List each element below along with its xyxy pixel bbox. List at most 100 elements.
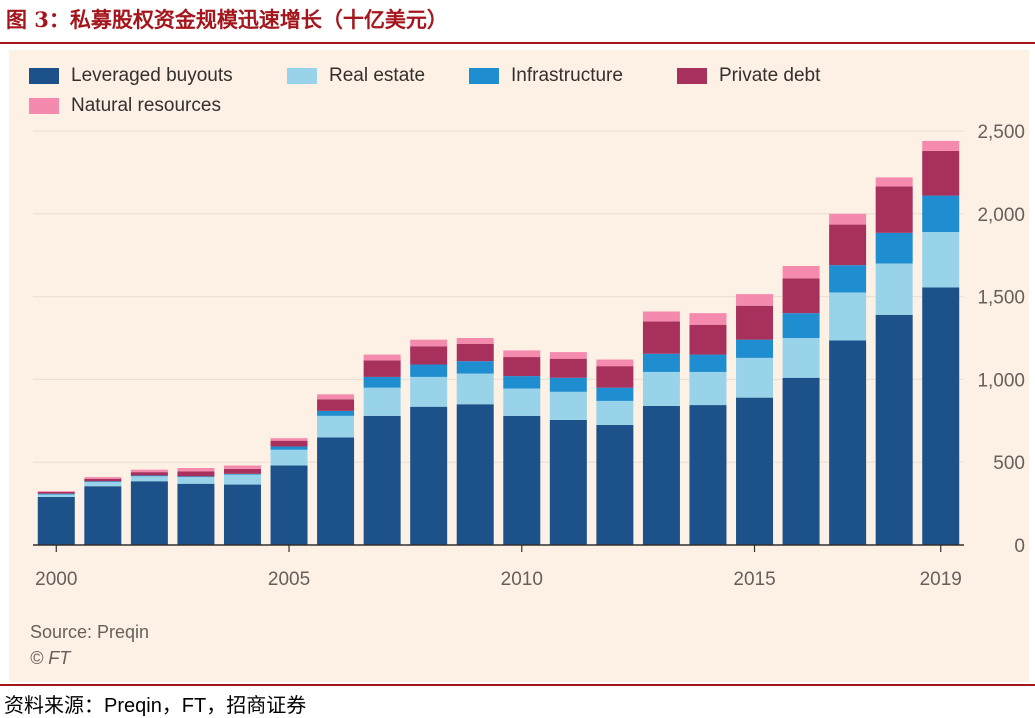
source-note: Source: Preqin (30, 622, 150, 642)
bar-segment (363, 376, 401, 388)
bar-segment (223, 473, 261, 475)
bar-segment (84, 478, 122, 482)
bar-segment (596, 424, 634, 545)
bar-segment (270, 438, 308, 441)
bar-segment (549, 352, 587, 359)
bar-segment (875, 314, 913, 545)
bar-segment (84, 482, 122, 487)
legend-label: Natural resources (71, 95, 221, 116)
bar-segment (177, 476, 215, 478)
bar-segment (37, 493, 75, 495)
x-tick-label: 2000 (35, 569, 77, 590)
bar-segment (84, 486, 122, 545)
legend-swatch (29, 98, 59, 114)
bar-segment (642, 371, 680, 406)
bar-segment (223, 484, 261, 545)
bar-segment (130, 476, 168, 482)
bar-segment (829, 292, 867, 341)
footer-latin: Preqin，FT， (104, 695, 227, 717)
bar-segment (130, 475, 168, 477)
bar-segment (410, 376, 448, 407)
bar-segment (37, 492, 75, 494)
bar-segment (84, 477, 122, 479)
legend-label: Leveraged buyouts (71, 65, 233, 86)
y-tick-label: 0 (1014, 536, 1025, 557)
legend-label: Real estate (329, 65, 426, 86)
bar-segment (317, 415, 355, 438)
bar-segment (689, 313, 727, 325)
chart-canvas: 0 500 1,000 1,500 2,000 2,500 2000 2005 2010 2015… (33, 122, 1025, 590)
title-rule (0, 42, 1035, 44)
bar-segment (922, 195, 960, 233)
bar-segment (177, 471, 215, 477)
bar-segment (736, 357, 774, 398)
bar-segment (642, 321, 680, 354)
bar-segment (177, 477, 215, 484)
y-tick-label: 500 (993, 453, 1025, 474)
bar-segment (456, 373, 494, 405)
bar-segment (363, 387, 401, 416)
bar-segment (829, 265, 867, 293)
y-tick-label: 1,000 (977, 370, 1025, 391)
bar-segment (829, 340, 867, 545)
bar-segment (363, 360, 401, 377)
bar-segment (549, 419, 587, 545)
bar-segment (410, 339, 448, 347)
bar-segment (922, 140, 960, 151)
bar-segment (689, 354, 727, 372)
bar-segment (596, 359, 634, 367)
bar-segment (596, 387, 634, 401)
footer-suffix: 招商证券 (226, 693, 307, 717)
copyright-note: © FT (30, 648, 71, 668)
y-tick-label: 2,000 (977, 205, 1025, 226)
legend-swatch (287, 68, 317, 84)
legend-item: Real estate (287, 64, 425, 88)
x-tick-label: 2019 (920, 569, 962, 590)
legend-label: Private debt (719, 65, 821, 86)
bar-segment (503, 388, 541, 416)
footer-prefix: 资料来源： (4, 693, 104, 717)
legend-item: Infrastructure (469, 64, 623, 88)
bar-segment (177, 467, 215, 472)
bar-segment (782, 278, 820, 314)
bar-segment (922, 287, 960, 545)
bar-segment (736, 305, 774, 340)
bar-segment (223, 468, 261, 474)
bar-segment (642, 311, 680, 322)
legend-swatch (677, 68, 707, 84)
bar-segment (410, 346, 448, 365)
bar-segment (736, 397, 774, 545)
y-tick-label: 2,500 (977, 122, 1025, 143)
x-tick-label: 2010 (501, 569, 543, 590)
bar-segment (270, 465, 308, 545)
bar-segment (270, 440, 308, 447)
bar-segment (503, 350, 541, 358)
figure-title: 图 3：私募股权资金规模迅速增长（十亿美元） (6, 7, 448, 32)
legend-label: Infrastructure (511, 65, 623, 86)
bar-segment (922, 232, 960, 288)
bar-segment (456, 338, 494, 344)
legend-item: Natural resources (29, 94, 221, 118)
bar-segment (782, 265, 820, 279)
bar-segment (875, 263, 913, 315)
bar-segment (829, 213, 867, 225)
bar-segment (782, 377, 820, 545)
bar-segment (317, 437, 355, 545)
bar-segment (37, 494, 75, 497)
bar-segment (223, 465, 261, 469)
bar-segment (689, 324, 727, 355)
bar-segment (270, 449, 308, 466)
bar-segment (875, 232, 913, 264)
bar-segment (223, 474, 261, 485)
legend-swatch (469, 68, 499, 84)
x-tick-label: 2005 (268, 569, 310, 590)
bar-segment (37, 496, 75, 545)
bar-segment (549, 391, 587, 420)
bar-segment (689, 405, 727, 545)
footer-source: 资料来源：Preqin，FT，招商证券 (4, 689, 306, 718)
bar-segment (317, 394, 355, 400)
bar-segment (503, 376, 541, 389)
footer-rule (0, 684, 1035, 686)
bar-segment (317, 399, 355, 411)
legend-swatch (29, 68, 59, 84)
